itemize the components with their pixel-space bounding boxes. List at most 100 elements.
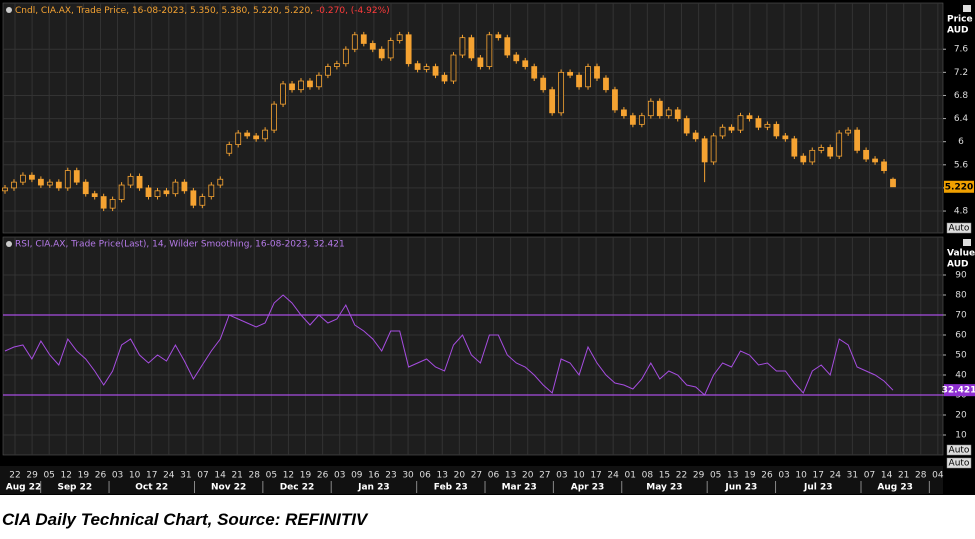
x-tick-label: 01 xyxy=(625,471,636,481)
candle-body xyxy=(863,149,869,160)
candle-body xyxy=(46,181,53,186)
x-tick-label: 28 xyxy=(915,471,927,481)
x-tick-label: 03 xyxy=(112,471,123,481)
candle-body xyxy=(522,60,529,67)
y-tick-label: 40 xyxy=(955,371,967,381)
candle-body xyxy=(172,181,179,195)
candle-body xyxy=(396,34,403,41)
axis-toggle xyxy=(963,5,971,12)
x-tick-label: 05 xyxy=(266,471,277,481)
candle-body xyxy=(450,54,457,82)
x-tick-label: 22 xyxy=(9,471,20,481)
x-tick-label: 21 xyxy=(231,471,242,481)
candle-body xyxy=(342,48,349,65)
candle-body xyxy=(728,126,735,131)
y-tick-label: 5.6 xyxy=(954,160,969,170)
candle-body xyxy=(782,135,789,140)
y-tick-label: 6.4 xyxy=(954,114,969,124)
chart: 4.85.25.666.46.87.27.6PriceAUDAutoCndl, … xyxy=(0,0,975,495)
x-tick-label: 10 xyxy=(573,471,585,481)
candle-body xyxy=(504,37,511,56)
candle-body xyxy=(890,178,896,188)
month-label: Oct 22 xyxy=(135,483,168,493)
x-tick-label: 24 xyxy=(607,471,619,481)
candle-body xyxy=(235,132,242,145)
candle-body xyxy=(549,89,556,114)
x-tick-label: 22 xyxy=(676,471,687,481)
x-tick-label: 28 xyxy=(249,471,261,481)
x-tick-label: 30 xyxy=(402,471,414,481)
x-tick-label: 21 xyxy=(898,471,909,481)
month-label: Nov 22 xyxy=(211,483,246,493)
candle-body xyxy=(280,83,286,105)
rsi-line xyxy=(4,294,894,396)
candle-body xyxy=(289,83,295,91)
axis-title: AUD xyxy=(947,26,968,36)
axis-title: Price xyxy=(947,15,973,25)
candle-body xyxy=(737,115,744,131)
legend: Cndl, CIA.AX, Trade Price, 16-08-2023, 5… xyxy=(15,6,390,16)
candle-body xyxy=(37,178,44,186)
candle-body xyxy=(136,175,143,189)
y-tick-label: 10 xyxy=(955,431,967,441)
legend: RSI, CIA.AX, Trade Price(Last), 14, Wild… xyxy=(15,240,345,250)
x-tick-label: 24 xyxy=(830,471,842,481)
x-tick-label: 17 xyxy=(590,471,601,481)
candle-body xyxy=(163,190,170,195)
x-tick-label: 13 xyxy=(437,471,448,481)
candle-body xyxy=(181,181,188,192)
month-label: Sep 22 xyxy=(57,483,92,493)
x-tick-label: 13 xyxy=(505,471,516,481)
auto-button xyxy=(946,222,972,234)
candle-body xyxy=(414,63,421,70)
candle-body xyxy=(20,174,26,183)
candle-body xyxy=(217,178,224,186)
candle-body xyxy=(800,155,807,163)
candle-body xyxy=(791,138,798,157)
panel xyxy=(2,236,944,456)
month-label: Feb 23 xyxy=(434,483,468,493)
auto-button-label[interactable]: Auto xyxy=(949,224,970,234)
candle-body xyxy=(558,71,565,114)
candle-body xyxy=(109,199,116,209)
candle-body xyxy=(495,34,502,39)
candle-body xyxy=(369,43,376,50)
auto-button-label[interactable]: Auto xyxy=(949,459,970,469)
candle-body xyxy=(567,71,573,76)
auto-button-label[interactable]: Auto xyxy=(949,446,970,456)
candle-body xyxy=(432,66,439,76)
candle-body xyxy=(621,109,627,117)
candle-body xyxy=(333,63,340,67)
candle-body xyxy=(818,147,825,151)
month-label: Dec 22 xyxy=(280,483,315,493)
candle-body xyxy=(271,103,277,131)
candle-body xyxy=(755,118,762,128)
y-tick-label: 6 xyxy=(958,137,964,147)
auto-button xyxy=(946,457,972,469)
candle-body xyxy=(307,80,313,88)
x-tick-label: 29 xyxy=(693,471,705,481)
month-label: Aug 23 xyxy=(877,483,912,493)
candle-body xyxy=(809,149,816,163)
x-tick-label: 08 xyxy=(642,471,654,481)
candle-body xyxy=(540,77,547,91)
y-tick-label: 20 xyxy=(955,411,967,421)
candle-body xyxy=(118,184,125,200)
candle-body xyxy=(674,109,681,119)
x-tick-label: 06 xyxy=(419,471,431,481)
candle-body xyxy=(154,190,161,197)
candle-body xyxy=(764,123,771,128)
x-tick-label: 03 xyxy=(556,471,567,481)
y-tick-label: 6.8 xyxy=(954,91,969,101)
candle-body xyxy=(405,34,412,65)
candle-body xyxy=(665,109,672,117)
x-tick-label: 26 xyxy=(95,471,107,481)
candle-body xyxy=(773,123,780,137)
candle-body xyxy=(477,57,484,67)
candle-body xyxy=(226,144,233,154)
legend-icon xyxy=(6,241,12,247)
candle-body xyxy=(585,66,591,88)
legend-icon xyxy=(6,7,12,13)
candle-body xyxy=(441,74,448,82)
